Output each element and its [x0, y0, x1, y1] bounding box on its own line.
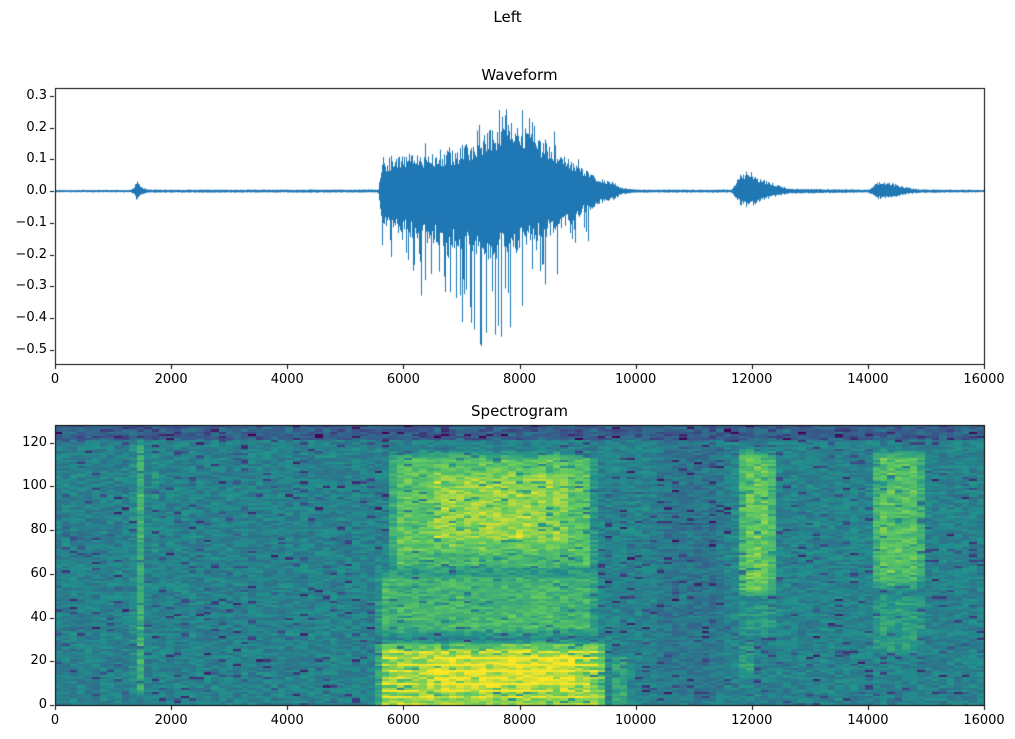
waveform-xtick-label: 2000: [154, 372, 188, 387]
spectrogram-ytick-label: 80: [30, 522, 47, 537]
spectrogram-xtick-label: 0: [50, 713, 60, 728]
waveform-title: Waveform: [481, 66, 558, 84]
waveform-ytick-label: −0.5: [15, 341, 47, 357]
waveform-ytick-label: 0.2: [26, 119, 47, 135]
spectrogram-ytick-label: 20: [30, 653, 47, 669]
spectrogram-ytick-label: 40: [30, 609, 47, 625]
spectrogram-xtick-label: 16000: [963, 713, 1005, 728]
waveform-ytick-label: 0.3: [26, 87, 47, 103]
waveform-xtick-label: 12000: [731, 372, 773, 387]
waveform-xtick-label: 16000: [963, 372, 1005, 387]
waveform-ytick-label: 0.1: [26, 151, 47, 167]
spectrogram-xtick-label: 8000: [502, 713, 537, 728]
waveform-ytick-label: −0.2: [15, 246, 47, 262]
waveform-ytick-label: 0.0: [26, 183, 47, 199]
spectrogram-ytick-label: 60: [30, 565, 47, 581]
spectrogram-ytick-label: 120: [22, 434, 47, 450]
waveform-xtick-label: 4000: [270, 372, 304, 387]
waveform-xtick-label: 0: [50, 372, 60, 387]
figure-suptitle: Left: [493, 8, 522, 26]
spectrogram-xtick-label: 10000: [614, 713, 657, 728]
waveform-xtick-label: 6000: [386, 372, 420, 387]
spectrogram-xtick-label: 6000: [386, 713, 420, 728]
waveform-ytick-label: −0.4: [15, 310, 47, 325]
waveform-xtick-label: 10000: [614, 372, 657, 387]
waveform-ytick-label: −0.1: [15, 214, 47, 230]
waveform-xtick-label: 8000: [502, 372, 537, 387]
spectrogram-xtick-label: 2000: [154, 713, 188, 728]
spectrogram-title: Spectrogram: [471, 402, 568, 420]
spectrogram-xtick-label: 4000: [270, 713, 304, 728]
waveform-xtick-label: 14000: [847, 372, 889, 387]
spectrogram-ytick-label: 100: [22, 478, 47, 494]
spectrogram-ytick-label: 0: [38, 697, 47, 712]
spectrogram-xtick-label: 14000: [847, 713, 889, 728]
waveform-ytick-label: −0.3: [15, 278, 47, 294]
spectrogram-xtick-label: 12000: [731, 713, 773, 728]
